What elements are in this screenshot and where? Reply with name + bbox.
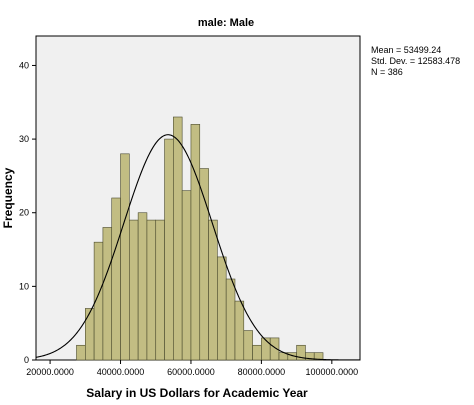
histogram-bar-4: [102, 227, 113, 361]
histogram-bar-2: [85, 308, 95, 361]
panel-title: male: Male: [198, 17, 254, 29]
histogram-bar-23: [269, 337, 280, 361]
histogram-bar-28: [313, 352, 324, 361]
histogram-bar-11: [164, 138, 174, 361]
histogram-bar-18: [225, 278, 236, 361]
x-axis-ticks: 20000.0000 40000.0000 60000.0000 80000.0000…: [26, 360, 358, 377]
histogram-bar-6: [120, 153, 130, 361]
histogram-bar-1: [76, 344, 86, 361]
y-tick-label: 10: [19, 281, 29, 291]
histogram-bar-12: [173, 116, 183, 361]
histogram-bar-8: [137, 212, 148, 361]
x-axis-title: Salary in US Dollars for Academic Year: [86, 386, 308, 400]
histogram-bar-16: [208, 219, 218, 361]
stats-box: Mean = 53499.24 Std. Dev. = 12583.478 N …: [371, 45, 460, 77]
x-tick-label: 20000.0000: [26, 367, 74, 377]
histogram-bar-22: [261, 337, 271, 361]
y-tick-label: 30: [19, 134, 29, 144]
x-tick-label: 100000.0000: [306, 367, 359, 377]
histogram-bar-19: [234, 300, 245, 361]
histogram-bar-20: [243, 330, 253, 361]
histogram-bar-14: [190, 124, 201, 361]
x-tick-label: 80000.0000: [238, 367, 286, 377]
histogram-bar-7: [129, 219, 139, 361]
normal-curve: [35, 134, 360, 361]
y-tick-label: 20: [19, 208, 29, 218]
histogram-bars: [76, 116, 324, 361]
histogram-bar-9: [146, 219, 157, 361]
x-tick-label: 60000.0000: [167, 367, 215, 377]
histogram-bar-13: [181, 190, 192, 361]
histogram-bar-21: [252, 344, 262, 361]
histogram-bar-10: [155, 219, 165, 361]
stats-n: N = 386: [371, 67, 403, 77]
histogram-bar-17: [217, 256, 227, 361]
y-axis-ticks: 0 10 20 30 40: [19, 60, 36, 365]
stats-std-dev: Std. Dev. = 12583.478: [371, 56, 460, 66]
y-tick-label: 40: [19, 60, 29, 70]
x-tick-label: 40000.0000: [97, 367, 145, 377]
y-tick-label: 0: [24, 355, 29, 365]
histogram-bar-5: [111, 197, 121, 361]
y-axis-title: Frequency: [1, 167, 15, 228]
stats-mean: Mean = 53499.24: [371, 45, 441, 55]
